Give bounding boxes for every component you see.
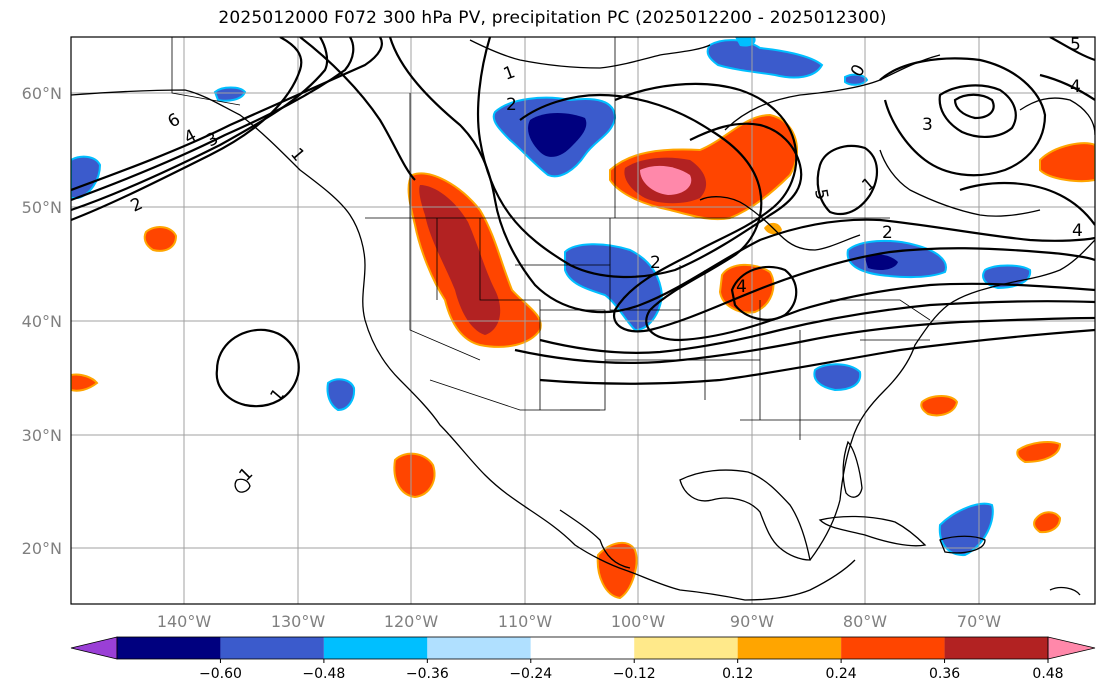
- lat-label: 30°N: [22, 426, 62, 445]
- latitude-labels: 60°N 50°N 40°N 30°N 20°N: [22, 84, 62, 558]
- contour-label: 4: [736, 277, 747, 297]
- colorbar-extend-low: [70, 636, 118, 660]
- colorbar-tick-label: −0.48: [302, 666, 345, 682]
- contour-label: 5: [810, 187, 832, 201]
- contour-label: 2: [650, 253, 661, 273]
- colorbar-swatch: [634, 637, 738, 659]
- pv-contours: [71, 37, 1095, 408]
- colorbar-swatch: [427, 637, 531, 659]
- contour-label: 2: [506, 95, 517, 115]
- colorbar-swatch: [323, 637, 428, 659]
- lon-label: 100°W: [611, 612, 666, 631]
- colorbar-tick-label: 0.36: [929, 666, 960, 682]
- lon-label: 110°W: [498, 612, 553, 631]
- colorbar-swatch: [117, 637, 221, 659]
- contour-label: 4: [1070, 77, 1081, 97]
- colorbar-tick-label: 0.24: [826, 666, 857, 682]
- lon-label: 130°W: [271, 612, 326, 631]
- lon-label: 90°W: [730, 612, 774, 631]
- colorbar-outline: [116, 636, 1049, 660]
- lat-label: 20°N: [22, 539, 62, 558]
- plot-frame: [70, 36, 1096, 605]
- contour-label: 5: [1070, 35, 1081, 55]
- colorbar-swatch: [220, 637, 324, 659]
- colorbar: −0.60 −0.48 −0.36 −0.24 −0.12 0.12 0.24 0.36 0.4…: [70, 636, 1096, 682]
- colorbar-tick-label: 0.12: [722, 666, 753, 682]
- lat-label: 40°N: [22, 312, 62, 331]
- colorbar-swatch: [944, 637, 1048, 659]
- contour-label: 2: [882, 223, 893, 243]
- colorbar-swatch: [841, 637, 945, 659]
- colorbar-tick-label: 0.48: [1032, 666, 1063, 682]
- colorbar-tick-label: −0.60: [199, 666, 242, 682]
- lon-label: 80°W: [843, 612, 887, 631]
- colorbar-tick-label: −0.36: [406, 666, 449, 682]
- colorbar-tick-label: −0.12: [613, 666, 656, 682]
- map-title: 2025012000 F072 300 hPa PV, precipitatio…: [218, 8, 887, 28]
- colorbar-swatch: [737, 637, 842, 659]
- lon-label: 120°W: [384, 612, 439, 631]
- lon-label: 140°W: [157, 612, 212, 631]
- precip-positive-areas: [71, 113, 1095, 600]
- colorbar-tick-label: −0.24: [509, 666, 552, 682]
- lon-label: 70°W: [957, 612, 1001, 631]
- contour-label: 4: [1072, 221, 1083, 241]
- colorbar-extend-high: [1047, 636, 1096, 660]
- longitude-labels: 140°W 130°W 120°W 110°W 100°W 90°W 80°W …: [157, 612, 1001, 631]
- contour-label: 3: [922, 115, 933, 135]
- coastlines: [71, 39, 1095, 601]
- lat-label: 60°N: [22, 84, 62, 103]
- lat-label: 50°N: [22, 198, 62, 217]
- colorbar-swatch: [530, 637, 635, 659]
